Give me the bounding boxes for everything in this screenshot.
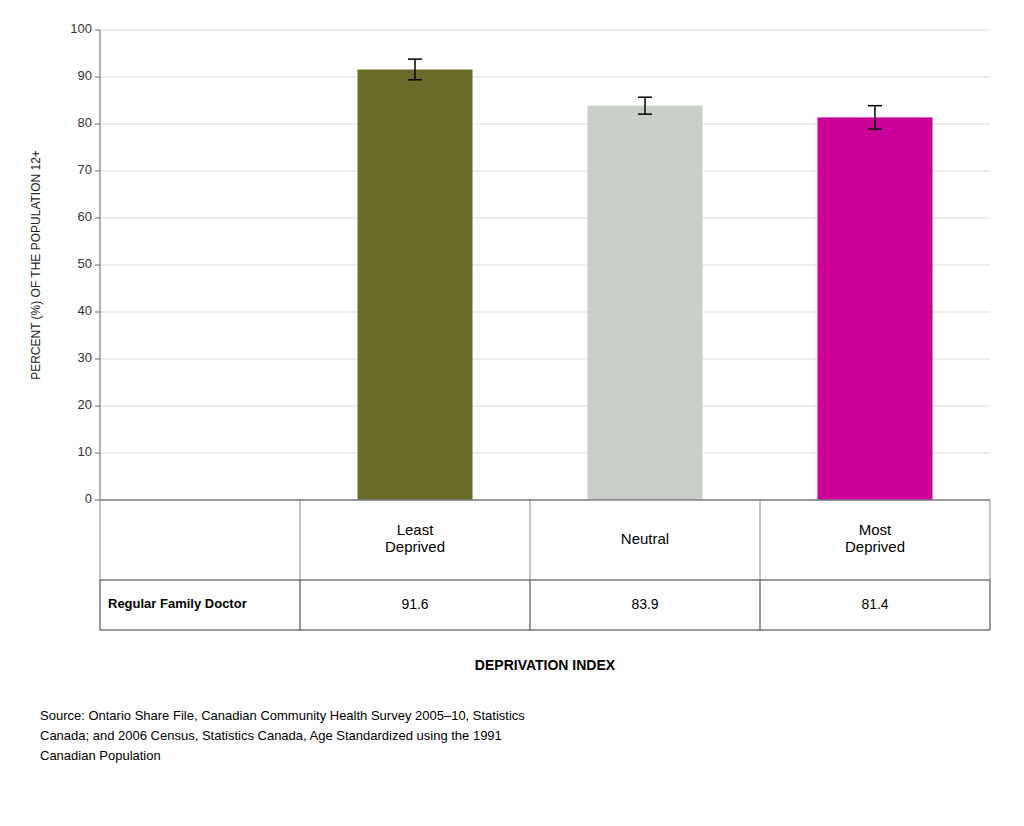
tick-mark bbox=[95, 312, 100, 313]
grid-line bbox=[100, 77, 990, 78]
tick-label: 60 bbox=[78, 209, 92, 224]
error-cap bbox=[868, 105, 882, 107]
category-label: LeastDeprived bbox=[385, 521, 445, 555]
tick-mark bbox=[95, 500, 100, 501]
category-line: Most bbox=[859, 521, 892, 538]
x-axis-label: DEPRIVATION INDEX bbox=[475, 657, 616, 673]
error-cap bbox=[408, 58, 422, 60]
data-label: 91.6 bbox=[401, 596, 428, 612]
table-border bbox=[990, 580, 991, 630]
tick-label: 70 bbox=[78, 162, 92, 177]
source-line: Canadian Population bbox=[40, 748, 161, 763]
table-border bbox=[990, 500, 991, 580]
error-line bbox=[874, 106, 876, 130]
tick-label: 40 bbox=[78, 303, 92, 318]
table-border bbox=[530, 500, 531, 580]
error-cap bbox=[638, 113, 652, 115]
tick-label: 100 bbox=[70, 21, 92, 36]
bar bbox=[588, 106, 703, 500]
tick-mark bbox=[95, 77, 100, 78]
source-line: Canada; and 2006 Census, Statistics Cana… bbox=[40, 728, 502, 743]
tick-label: 90 bbox=[78, 68, 92, 83]
category-line: Neutral bbox=[621, 530, 669, 547]
table-border bbox=[300, 580, 301, 630]
tick-mark bbox=[95, 359, 100, 360]
error-bar bbox=[408, 59, 422, 80]
category-label: MostDeprived bbox=[845, 521, 905, 555]
category-line: Deprived bbox=[385, 538, 445, 555]
table-border bbox=[100, 630, 990, 631]
data-label: 83.9 bbox=[631, 596, 658, 612]
data-label: 81.4 bbox=[861, 596, 888, 612]
error-bar bbox=[868, 106, 882, 130]
tick-label: 30 bbox=[78, 350, 92, 365]
bars bbox=[358, 59, 933, 500]
table-border bbox=[300, 500, 301, 580]
x-axis-line bbox=[100, 500, 990, 501]
error-cap bbox=[408, 79, 422, 81]
tick-mark bbox=[95, 124, 100, 125]
tick-mark bbox=[95, 265, 100, 266]
table-border bbox=[760, 580, 761, 630]
tick-mark bbox=[95, 171, 100, 172]
grid-line bbox=[100, 500, 990, 501]
source-line: Source: Ontario Share File, Canadian Com… bbox=[40, 708, 525, 723]
chart: 0 10 20 30 40 50 60 70 80 90 100 PERCENT (%) OF THE… bbox=[0, 0, 1024, 826]
y-axis: 0 10 20 30 40 50 60 70 80 90 100 bbox=[70, 21, 100, 506]
error-bar bbox=[638, 97, 652, 114]
table-border bbox=[100, 500, 101, 580]
tick-label: 10 bbox=[78, 444, 92, 459]
table-row-label: Regular Family Doctor bbox=[108, 596, 247, 611]
tick-mark bbox=[95, 406, 100, 407]
source-note: Source: Ontario Share File, Canadian Com… bbox=[40, 708, 525, 763]
table-border bbox=[100, 500, 990, 501]
tick-mark bbox=[95, 30, 100, 31]
category-line: Deprived bbox=[845, 538, 905, 555]
bar bbox=[358, 69, 473, 500]
bar bbox=[818, 117, 933, 500]
error-cap bbox=[868, 128, 882, 130]
y-axis-line bbox=[100, 30, 101, 500]
category-label: Neutral bbox=[621, 530, 669, 547]
table-border bbox=[760, 500, 761, 580]
tick-label: 50 bbox=[78, 256, 92, 271]
grid bbox=[100, 30, 990, 500]
table-border bbox=[100, 580, 990, 581]
error-line bbox=[414, 59, 416, 80]
error-cap bbox=[638, 96, 652, 98]
grid-line bbox=[100, 30, 990, 31]
table-border bbox=[530, 580, 531, 630]
table-border bbox=[100, 580, 101, 630]
category-line: Least bbox=[397, 521, 435, 538]
tick-mark bbox=[95, 218, 100, 219]
tick-label: 0 bbox=[85, 491, 92, 506]
tick-mark bbox=[95, 453, 100, 454]
error-line bbox=[644, 97, 646, 114]
tick-label: 20 bbox=[78, 397, 92, 412]
tick-label: 80 bbox=[78, 115, 92, 130]
y-axis-label: PERCENT (%) OF THE POPULATION 12+ bbox=[29, 150, 43, 380]
table: LeastDeprivedNeutralMostDeprivedRegular … bbox=[100, 500, 990, 630]
